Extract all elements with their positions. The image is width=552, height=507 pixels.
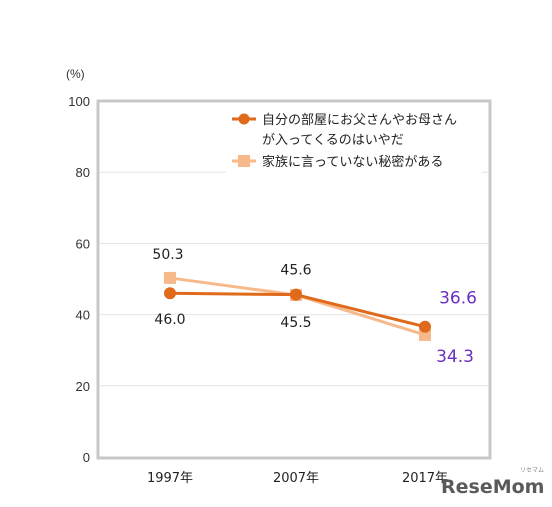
y-axis-ticks: 0 20 40 60 80 100: [68, 94, 90, 465]
gridlines: [100, 171, 488, 387]
data-label: 46.0: [154, 312, 185, 328]
x-tick-label: 1997年: [147, 471, 193, 486]
y-tick-label: 60: [76, 236, 90, 251]
watermark-brand: ReseMom: [441, 476, 544, 498]
plot-frame: [96, 99, 492, 460]
watermark-logo: リセマム ReseMom: [441, 467, 544, 498]
data-point-square: [164, 271, 176, 284]
legend-swatch-square: [238, 155, 250, 167]
y-unit-label: (%): [66, 67, 85, 81]
x-tick-label: 2007年: [273, 471, 319, 486]
y-tick-label: 20: [76, 379, 90, 394]
x-tick-label: 2017年: [402, 471, 448, 486]
data-label: 34.3: [436, 347, 474, 367]
data-label: 36.6: [439, 289, 477, 309]
y-tick-label: 80: [76, 165, 90, 180]
x-axis-ticks: 1997年 2007年 2017年: [147, 471, 448, 486]
legend-label: 家族に言っていない秘密がある: [262, 154, 443, 170]
watermark-tagline: リセマム: [520, 467, 544, 474]
legend-label: 自分の部屋にお父さんやお母さん: [262, 113, 457, 128]
data-label: 45.5: [280, 315, 311, 331]
legend-label: が入ってくるのはいやだ: [262, 133, 404, 148]
data-labels: 46.0 50.3 45.6 45.5 36.6 34.3: [152, 247, 477, 367]
y-tick-label: 0: [83, 450, 90, 465]
data-point-circle: [290, 288, 302, 301]
data-point-circle: [419, 320, 431, 333]
series-lines: [164, 271, 431, 341]
data-point-circle: [164, 287, 176, 300]
y-tick-label: 40: [76, 308, 90, 323]
data-label: 50.3: [152, 247, 183, 263]
data-label: 45.6: [280, 263, 311, 279]
y-tick-label: 100: [68, 94, 90, 109]
legend-background: [226, 106, 482, 176]
legend-swatch-circle: [238, 113, 250, 125]
